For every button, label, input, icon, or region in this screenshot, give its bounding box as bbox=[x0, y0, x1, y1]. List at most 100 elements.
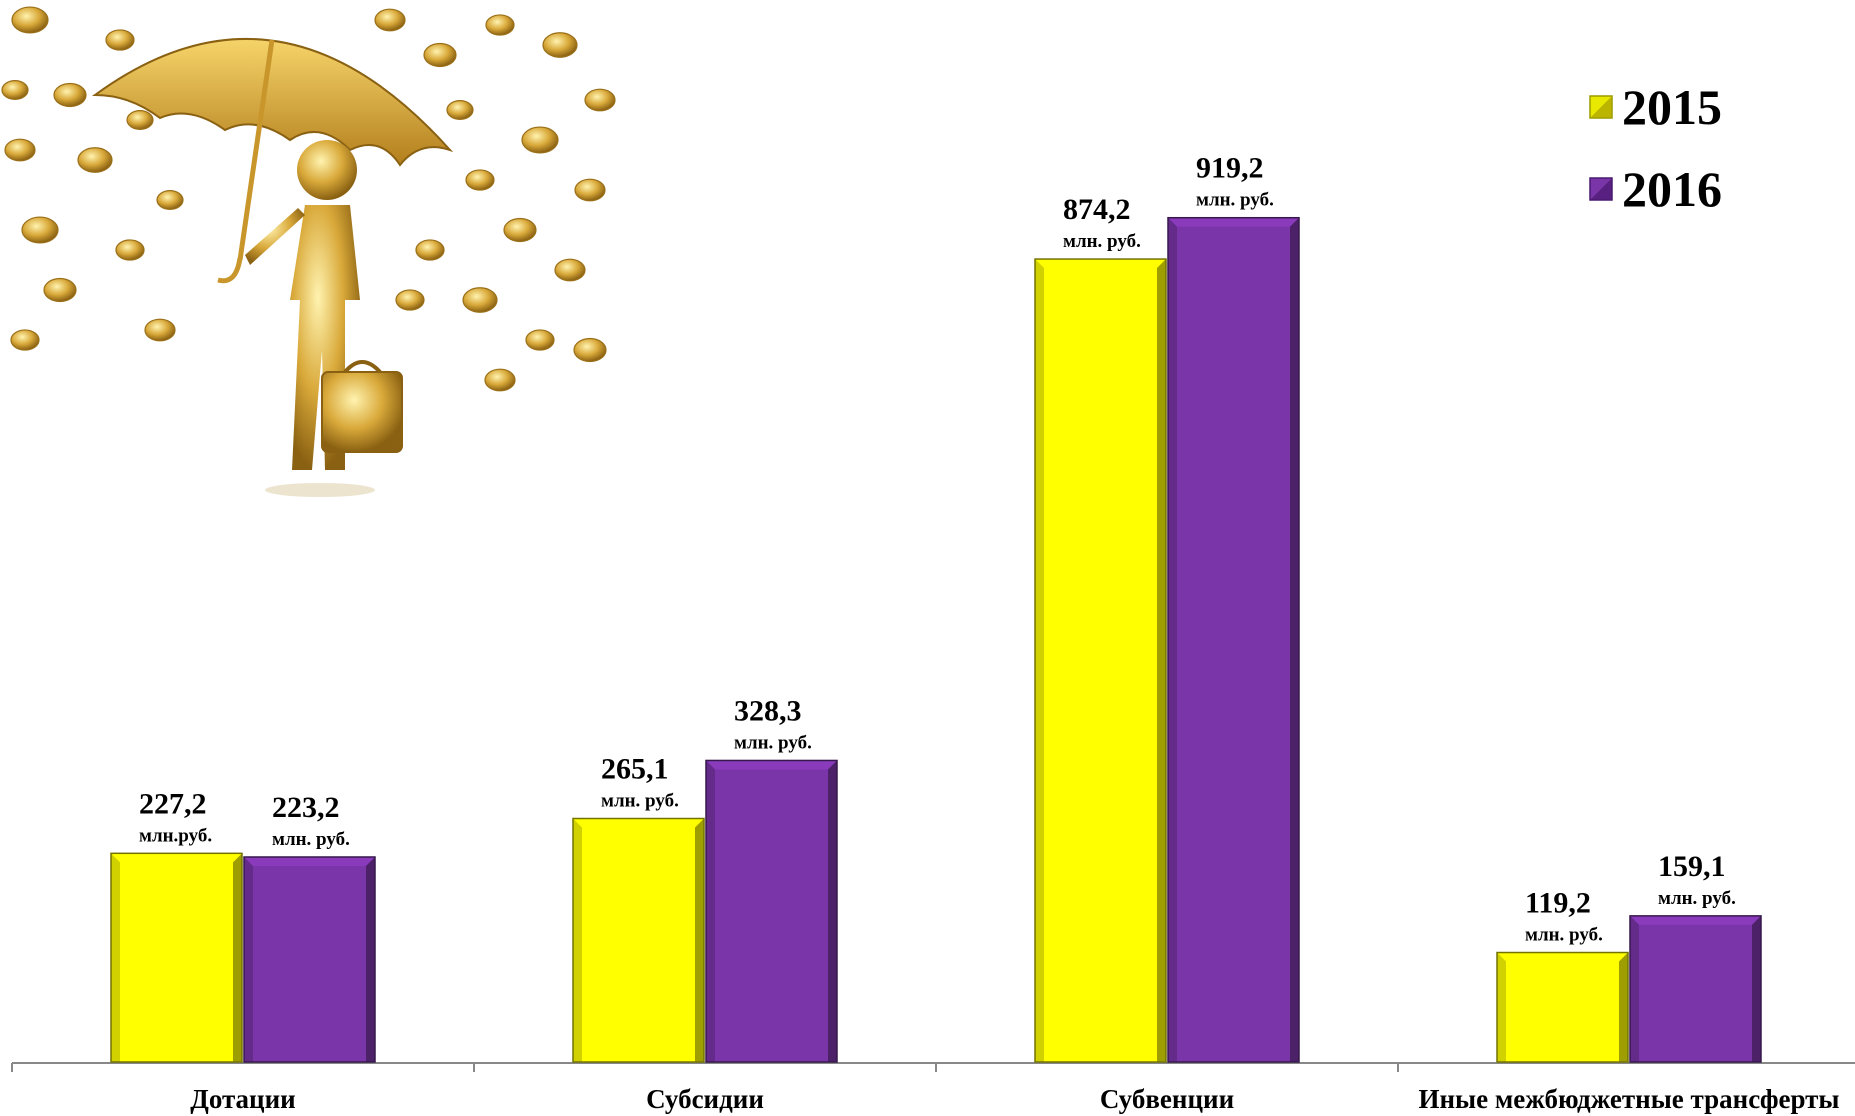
bar-bevel-left bbox=[1168, 217, 1177, 1063]
bar-outline bbox=[1167, 216, 1300, 1063]
coin-rain bbox=[1, 6, 616, 392]
coin-icon bbox=[126, 110, 154, 130]
figure-shadow bbox=[265, 483, 375, 497]
legend-item-2016[interactable]: 2016 bbox=[1589, 161, 1722, 217]
figure-arm bbox=[245, 208, 305, 265]
bar-bevel-left bbox=[1497, 952, 1506, 1062]
bar-value-label: 328,3 bbox=[734, 694, 802, 727]
legend-item-2015[interactable]: 2015 bbox=[1589, 79, 1722, 135]
bar-value-label: 874,2 bbox=[1063, 193, 1131, 226]
coin-icon bbox=[4, 138, 36, 162]
coin-icon bbox=[542, 32, 578, 58]
legend-label-2016: 2016 bbox=[1622, 161, 1722, 217]
coin-icon bbox=[21, 216, 59, 244]
bar-bevel-top bbox=[1168, 217, 1299, 227]
coin-icon bbox=[423, 42, 457, 68]
bar[interactable] bbox=[110, 852, 243, 1063]
bars bbox=[110, 216, 1762, 1063]
coin-icon bbox=[115, 239, 145, 261]
category-label: Иные межбюджетные трансферты bbox=[1418, 1084, 1839, 1114]
category-label: Субсидии bbox=[646, 1084, 764, 1114]
bar-labels: 227,2 млн.руб. 223,2 млн. руб. 265,1 млн. руб… bbox=[139, 152, 1736, 946]
bar-outline bbox=[1034, 258, 1167, 1063]
legend-label-2015: 2015 bbox=[1622, 79, 1722, 135]
bar-value-label: 265,1 bbox=[601, 753, 669, 786]
coin-icon bbox=[584, 88, 616, 112]
coin-icon bbox=[374, 8, 406, 32]
coin-icon bbox=[573, 337, 607, 363]
figure-head bbox=[297, 140, 357, 200]
bar-unit-label: млн. руб. bbox=[1658, 888, 1736, 909]
category-label: Дотации bbox=[190, 1084, 295, 1114]
coin-icon bbox=[77, 147, 113, 173]
bar-face bbox=[1168, 217, 1299, 1063]
bar[interactable] bbox=[1167, 216, 1300, 1063]
category-labels: Дотации Субсидии Субвенции Иные межбюджетны… bbox=[190, 1084, 1839, 1114]
bar-outline bbox=[705, 759, 838, 1063]
bar-bevel-top bbox=[706, 760, 837, 770]
coin-icon bbox=[395, 289, 425, 311]
bar-bevel-left bbox=[1630, 915, 1639, 1062]
bar-unit-label: млн. руб. bbox=[1196, 190, 1274, 211]
bar-unit-label: млн.руб. bbox=[139, 825, 212, 846]
coin-icon bbox=[144, 318, 176, 342]
bar-bevel-left bbox=[1035, 259, 1044, 1062]
bar[interactable] bbox=[705, 759, 838, 1063]
bar-bevel-right bbox=[233, 853, 242, 1062]
bar-unit-label: млн. руб. bbox=[1525, 925, 1603, 946]
bar-face bbox=[1630, 915, 1761, 1062]
bar-unit-label: млн. руб. bbox=[272, 829, 350, 850]
umbrella-handle bbox=[217, 257, 243, 284]
bar-value-label: 119,2 bbox=[1525, 887, 1591, 920]
bar[interactable] bbox=[1034, 258, 1167, 1063]
bar-face bbox=[244, 856, 375, 1062]
coin-icon bbox=[484, 368, 516, 392]
bar[interactable] bbox=[243, 856, 376, 1063]
coin-icon bbox=[43, 277, 77, 303]
bar[interactable] bbox=[1629, 915, 1762, 1063]
bar-bevel-right bbox=[1157, 259, 1166, 1062]
coin-icon bbox=[415, 239, 445, 261]
coin-icon bbox=[10, 329, 40, 351]
coin-icon bbox=[462, 287, 498, 313]
bar-face bbox=[1035, 259, 1166, 1062]
bar-outline bbox=[1496, 951, 1629, 1063]
coin-icon bbox=[521, 126, 559, 154]
briefcase-handle bbox=[343, 360, 382, 374]
coin-icon bbox=[53, 82, 87, 108]
umbrella-shaft bbox=[237, 39, 275, 261]
bar[interactable] bbox=[572, 817, 705, 1063]
bar-bevel-right bbox=[1752, 915, 1761, 1062]
legend: 2015 2016 bbox=[1589, 79, 1722, 217]
bar-value-label: 227,2 bbox=[139, 787, 207, 820]
coin-icon bbox=[574, 178, 606, 202]
category-label: Субвенции bbox=[1100, 1084, 1234, 1114]
bar-unit-label: млн. руб. bbox=[601, 791, 679, 812]
bar-bevel-left bbox=[111, 853, 120, 1062]
coin-icon bbox=[156, 190, 184, 210]
bar-bevel-left bbox=[706, 760, 715, 1062]
coin-icon bbox=[485, 14, 515, 36]
bar-unit-label: млн. руб. bbox=[734, 732, 812, 753]
bar[interactable] bbox=[1496, 951, 1629, 1063]
bar-face bbox=[706, 760, 837, 1062]
golden-man-umbrella-coins-illustration bbox=[1, 6, 616, 497]
coin-icon bbox=[1, 80, 29, 100]
coin-icon bbox=[554, 258, 586, 282]
bar-outline bbox=[572, 817, 705, 1063]
bar-bevel-right bbox=[695, 818, 704, 1062]
bar-bevel-top bbox=[573, 818, 704, 828]
bar-bevel-right bbox=[1290, 217, 1299, 1063]
bar-value-label: 919,2 bbox=[1196, 152, 1264, 185]
bar-value-label: 159,1 bbox=[1658, 850, 1726, 883]
coin-icon bbox=[446, 100, 474, 120]
bar-bevel-top bbox=[1497, 952, 1628, 962]
bar-bevel-top bbox=[1035, 259, 1166, 269]
umbrella-canopy bbox=[91, 37, 454, 167]
bar-bevel-top bbox=[244, 856, 375, 866]
bar-bevel-top bbox=[1630, 915, 1761, 925]
bar-bevel-top bbox=[111, 853, 242, 863]
bar-unit-label: млн. руб. bbox=[1063, 231, 1141, 252]
bar-outline bbox=[243, 856, 376, 1063]
